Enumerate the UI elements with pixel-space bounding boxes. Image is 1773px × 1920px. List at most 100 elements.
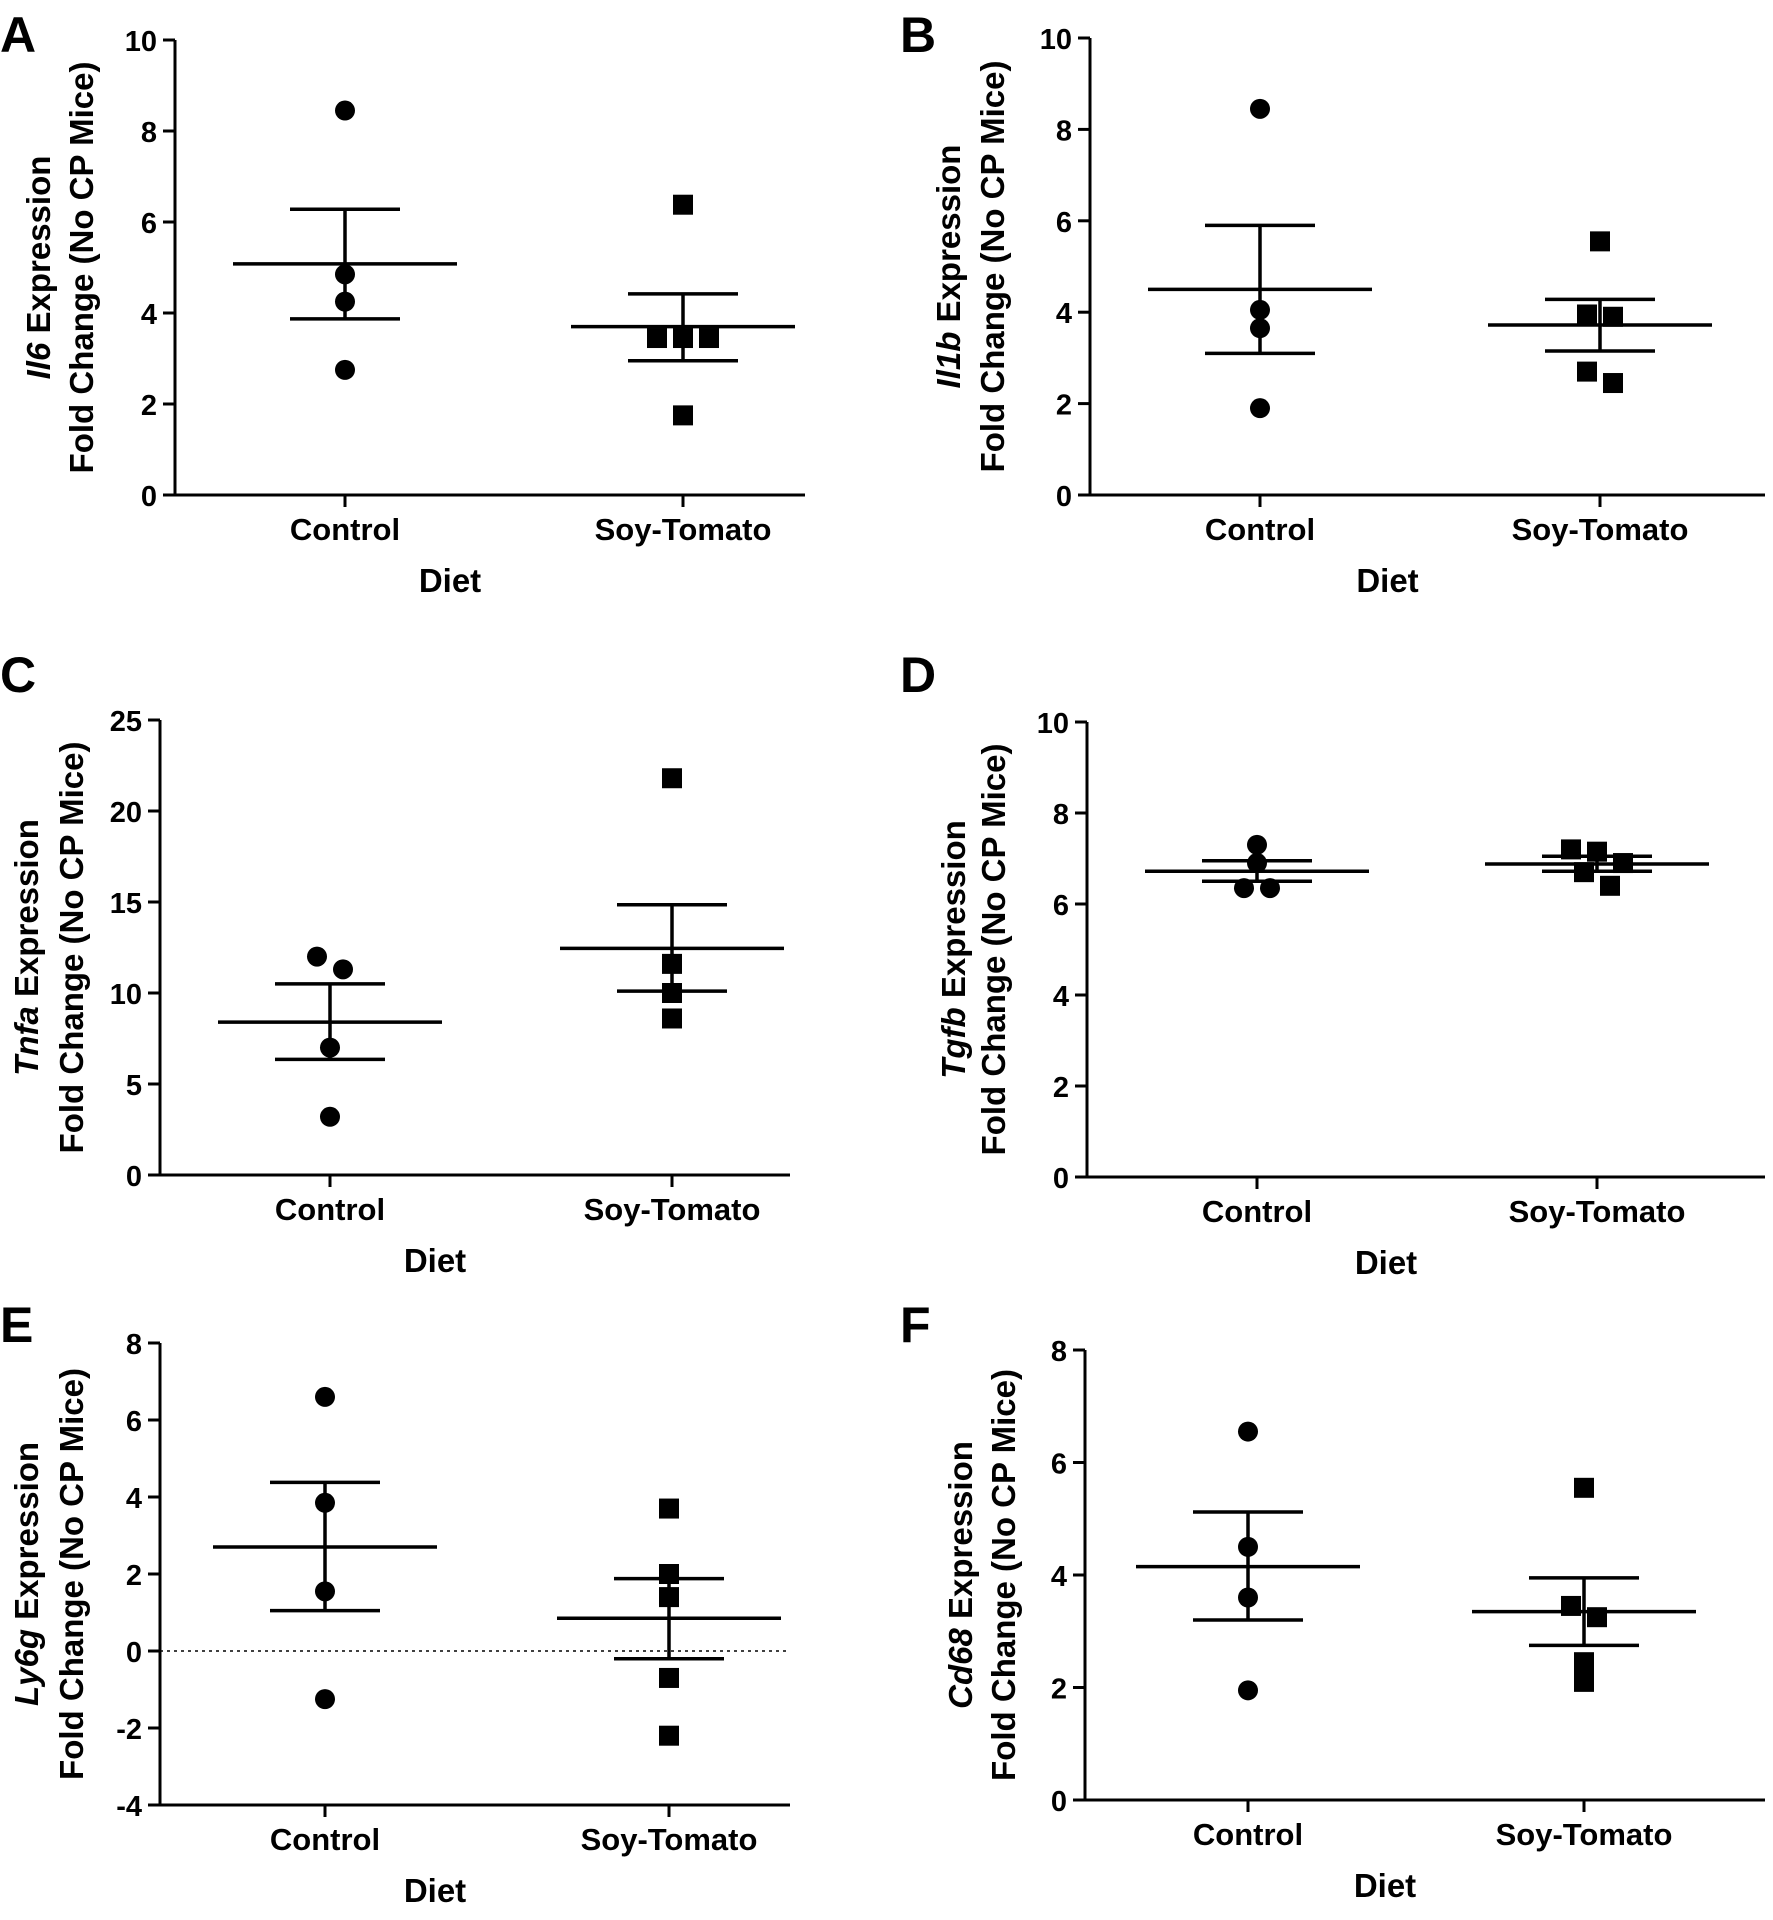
data-point-soy-tomato bbox=[1561, 839, 1581, 860]
data-point-soy-tomato bbox=[1587, 841, 1607, 862]
data-point-control bbox=[1238, 1536, 1258, 1557]
x-tick-label: Control bbox=[290, 512, 400, 547]
panel-letter: B bbox=[900, 7, 936, 63]
data-point-control bbox=[1238, 1421, 1258, 1442]
x-tick-label: Soy-Tomato bbox=[584, 1192, 761, 1227]
y-title-suffix: Expression bbox=[8, 819, 45, 1006]
gene-name: Il1b bbox=[930, 332, 967, 389]
y-tick-label: 6 bbox=[1056, 207, 1072, 239]
x-tick-label: Soy-Tomato bbox=[1509, 1194, 1686, 1229]
data-point-control bbox=[307, 946, 327, 967]
data-point-control bbox=[320, 1106, 340, 1127]
y-tick-label: 0 bbox=[126, 1161, 142, 1193]
data-point-soy-tomato bbox=[1590, 231, 1610, 252]
panel-letter: A bbox=[0, 7, 36, 63]
data-point-control bbox=[1250, 318, 1270, 339]
y-tick-label: 0 bbox=[1053, 1163, 1069, 1195]
y-tick-label: 2 bbox=[126, 1560, 142, 1592]
data-point-control bbox=[1238, 1587, 1258, 1608]
y-tick-label: 0 bbox=[1051, 1786, 1067, 1818]
y-tick-label: 4 bbox=[1056, 298, 1072, 330]
y-tick-label: 10 bbox=[110, 979, 142, 1011]
y-tick-label: 6 bbox=[1051, 1449, 1067, 1481]
data-point-soy-tomato bbox=[1577, 361, 1597, 382]
data-point-soy-tomato bbox=[1613, 853, 1633, 874]
data-point-control bbox=[1247, 834, 1267, 855]
y-axis-title-line2: Fold Change (No CP Mice) bbox=[974, 61, 1011, 473]
y-tick-label: 10 bbox=[1040, 24, 1072, 56]
data-point-soy-tomato bbox=[1561, 1595, 1581, 1616]
data-point-control bbox=[320, 1037, 340, 1058]
x-axis-title: Diet bbox=[404, 1242, 466, 1279]
x-tick-label: Soy-Tomato bbox=[581, 1822, 758, 1857]
data-point-control bbox=[1238, 1680, 1258, 1701]
data-point-soy-tomato bbox=[659, 1725, 679, 1746]
data-point-control bbox=[315, 1689, 335, 1710]
data-point-control bbox=[1250, 299, 1270, 320]
data-point-soy-tomato bbox=[1603, 373, 1623, 394]
y-tick-label: 2 bbox=[141, 390, 157, 422]
data-point-control bbox=[1260, 878, 1280, 899]
x-axis-title: Diet bbox=[419, 562, 481, 599]
data-point-control bbox=[333, 959, 353, 980]
y-tick-label: 8 bbox=[141, 117, 157, 149]
x-tick-label: Control bbox=[275, 1192, 385, 1227]
x-axis-title: Diet bbox=[1355, 1244, 1417, 1281]
y-tick-label: 4 bbox=[1051, 1561, 1067, 1593]
panel-d: D 0 2 4 6 8 10 Control Soy-Tomato Diet Tgfb Expres… bbox=[900, 647, 1765, 1281]
panel-b: B 0 2 4 6 8 10 Control Soy-Tomato Diet Il1b Expres… bbox=[900, 7, 1765, 599]
data-point-soy-tomato bbox=[662, 983, 682, 1003]
y-title-suffix: Expression bbox=[935, 820, 972, 1007]
data-point-soy-tomato bbox=[662, 768, 682, 789]
data-point-soy-tomato bbox=[1574, 1671, 1594, 1692]
y-tick-label: 0 bbox=[126, 1637, 142, 1669]
data-point-control bbox=[335, 359, 355, 380]
y-axis-title-line2: Fold Change (No CP Mice) bbox=[975, 744, 1012, 1156]
data-point-control bbox=[335, 100, 355, 121]
data-point-soy-tomato bbox=[1603, 306, 1623, 327]
y-title-suffix: Expression bbox=[20, 156, 57, 343]
panel-f: F 0 2 4 6 8 Control Soy-Tomato Diet Cd68 Expressi… bbox=[900, 1297, 1765, 1904]
x-axis-title: Diet bbox=[1354, 1867, 1416, 1904]
data-point-control bbox=[335, 291, 355, 312]
panel-letter: E bbox=[0, 1297, 33, 1353]
data-point-control bbox=[315, 1581, 335, 1602]
panel-c: C 0 5 10 15 20 25 Control Soy-Tomato Diet Tnfa Exp… bbox=[0, 647, 790, 1279]
y-axis-title-line1: Ly6g Expression bbox=[8, 1442, 45, 1706]
y-axis-title-line1: Tgfb Expression bbox=[935, 820, 972, 1079]
y-tick-label: 6 bbox=[126, 1406, 142, 1438]
data-point-control bbox=[1247, 853, 1267, 874]
panel-letter: F bbox=[900, 1297, 931, 1353]
gene-name: Cd68 bbox=[942, 1628, 979, 1709]
x-axis-title: Diet bbox=[1356, 562, 1418, 599]
data-point-soy-tomato bbox=[1587, 1607, 1607, 1628]
data-point-control bbox=[1250, 398, 1270, 419]
data-point-soy-tomato bbox=[1577, 304, 1597, 325]
data-point-soy-tomato bbox=[659, 1498, 679, 1519]
gene-name: Tnfa bbox=[8, 1006, 45, 1076]
y-tick-label: 8 bbox=[1053, 799, 1069, 831]
data-point-control bbox=[315, 1492, 335, 1513]
x-tick-label: Control bbox=[1205, 512, 1315, 547]
data-point-soy-tomato bbox=[673, 194, 693, 215]
x-axis-title: Diet bbox=[404, 1872, 466, 1909]
data-point-soy-tomato bbox=[662, 1008, 682, 1029]
y-axis-title-line2: Fold Change (No CP Mice) bbox=[53, 1368, 90, 1780]
data-point-soy-tomato bbox=[699, 328, 719, 349]
data-point-soy-tomato bbox=[673, 328, 693, 349]
data-point-control bbox=[1250, 98, 1270, 119]
x-tick-label: Soy-Tomato bbox=[1496, 1817, 1673, 1852]
y-tick-label: 0 bbox=[141, 481, 157, 513]
y-tick-label: 8 bbox=[126, 1329, 142, 1361]
gene-name: Il6 bbox=[20, 342, 57, 379]
y-tick-label: -2 bbox=[116, 1714, 142, 1746]
y-tick-label: 10 bbox=[1037, 708, 1069, 740]
data-point-soy-tomato bbox=[659, 1564, 679, 1584]
data-point-soy-tomato bbox=[662, 953, 682, 974]
y-tick-label: 20 bbox=[110, 797, 142, 829]
data-point-soy-tomato bbox=[1574, 1477, 1594, 1498]
y-axis-title-line2: Fold Change (No CP Mice) bbox=[63, 62, 100, 474]
y-title-suffix: Expression bbox=[8, 1442, 45, 1629]
y-axis-title-line2: Fold Change (No CP Mice) bbox=[985, 1369, 1022, 1781]
